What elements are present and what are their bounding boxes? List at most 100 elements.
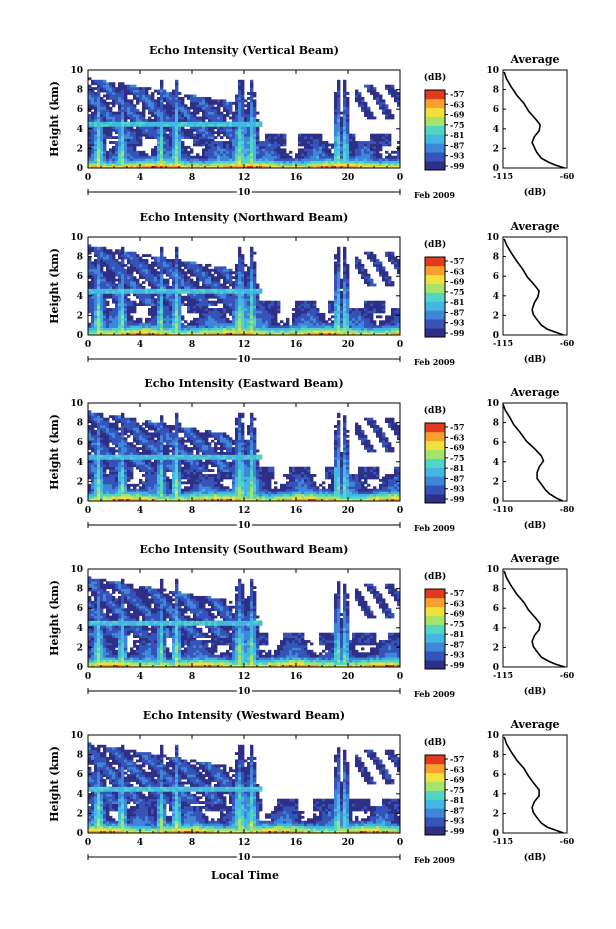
heatmap-cell [175,145,179,149]
heatmap-cell [130,330,134,333]
heatmap-cell [139,268,143,272]
heatmap-cell [226,114,230,117]
heatmap-cell [121,106,125,110]
heatmap-cell [208,315,212,319]
heatmap-cell [172,330,176,333]
heatmap-cell [196,104,200,108]
heatmap-cell [151,133,155,137]
heatmap-cell [289,330,293,333]
heatmap-cell [184,320,188,324]
heatmap-cell [385,315,389,319]
heatmap-cell [340,160,344,164]
heatmap-cell [211,109,215,113]
heatmap-cell [307,325,311,329]
heatmap-cell [373,305,377,309]
heatmap-cell [121,121,125,125]
heatmap-cell [232,288,236,292]
heatmap-cell [112,273,116,277]
heatmap-cell [157,286,161,289]
heatmap-cell [91,312,95,316]
heatmap-cell [94,312,98,316]
heatmap-cell [229,101,233,105]
heatmap-cell [121,308,125,311]
heatmap-cell [166,320,170,324]
heatmap-cell [199,106,203,110]
heatmap-cell [262,155,266,159]
heatmap-cell [235,153,239,157]
heatmap-cell [136,332,140,336]
heatmap-cell [127,283,131,287]
heatmap-cell [163,133,167,137]
heatmap-cell [388,281,392,284]
heatmap-cell [160,300,164,304]
heatmap-cell [175,104,179,108]
heatmap-cell [355,92,359,95]
heatmap-cell [100,256,104,260]
heatmap-cell [235,116,239,120]
heatmap-cell [292,165,296,169]
heatmap-cell [244,320,248,324]
heatmap-cell [205,288,209,292]
heatmap-cell [157,317,161,321]
heatmap-cell [241,114,245,117]
heatmap-cell [376,330,380,333]
heatmap-cell [178,128,182,132]
heatmap-cell [103,303,107,306]
heatmap-cell [238,268,242,272]
heatmap-cell [376,94,380,98]
heatmap-cell [193,116,197,120]
heatmap-cell [370,148,374,152]
heatmap-cell [367,158,371,162]
heatmap-cell [259,327,263,331]
heatmap-cell [247,290,251,294]
heatmap-cell [229,128,233,132]
heatmap-cell [253,136,257,139]
heatmap-cell [385,133,389,137]
heatmap-cell [391,158,395,162]
heatmap-cell [97,160,101,164]
heatmap-cell [166,290,170,294]
heatmap-cell [109,249,113,253]
heatmap-cell [301,308,305,311]
heatmap-cell [277,310,281,314]
heatmap-cell [91,126,95,130]
heatmap-cell [115,303,119,306]
heatmap-cell [274,320,278,324]
heatmap-cell [364,305,368,309]
heatmap-cell [247,114,251,117]
heatmap-cell [313,322,317,326]
heatmap-cell [160,163,164,166]
heatmap-cell [271,332,275,336]
heatmap-cell [97,94,101,98]
heatmap-cell [340,283,344,287]
heatmap-cell [265,138,269,142]
heatmap-cell [103,145,107,149]
heatmap-cell [397,320,401,324]
heatmap-cell [109,266,113,270]
heatmap-cell [373,141,377,144]
heatmap-cell [103,332,107,336]
heatmap-cell [202,303,206,306]
heatmap-cell [352,332,356,336]
heatmap-cell [310,317,314,321]
heatmap-cell [262,148,266,152]
heatmap-cell [130,121,134,125]
heatmap-cell [220,101,224,105]
heatmap-cell [118,286,122,289]
heatmap-cell [142,94,146,98]
heatmap-cell [124,290,128,294]
heatmap-cell [139,286,143,289]
heatmap-cell [160,283,164,287]
heatmap-cell [340,322,344,326]
heatmap-cell [97,246,101,250]
heatmap-cell [259,305,263,309]
heatmap-cell [388,256,392,260]
heatmap-cell [370,278,374,282]
heatmap-cell [112,268,116,272]
heatmap-cell [178,322,182,326]
heatmap-cell [178,101,182,105]
colorbar-swatch [425,283,445,293]
heatmap-cell [121,312,125,316]
heatmap-cell [214,153,218,157]
heatmap-cell [169,261,173,265]
